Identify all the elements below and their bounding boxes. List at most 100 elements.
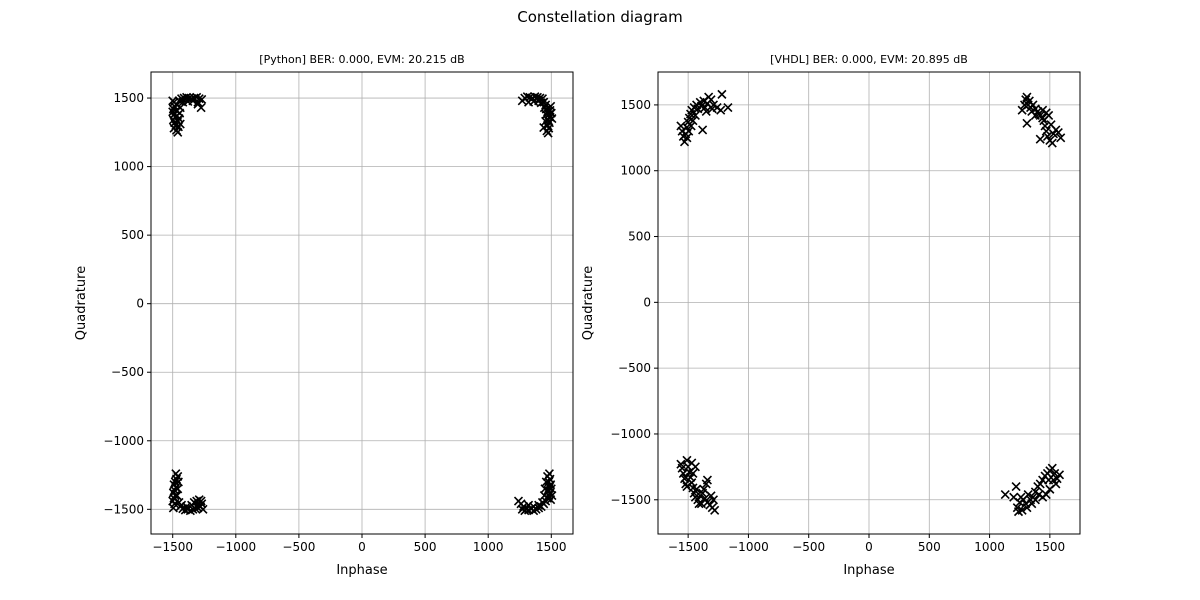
data-point: [723, 102, 733, 113]
figure-title: Constellation diagram: [517, 8, 683, 26]
y-tick-label: 500: [121, 228, 144, 242]
data-point: [1000, 489, 1010, 500]
data-point: [1017, 505, 1027, 515]
y-tick-label: −500: [111, 365, 144, 379]
data-point: [1041, 126, 1051, 136]
data-point: [701, 106, 711, 117]
data-point: [1045, 484, 1055, 494]
data-point: [544, 469, 554, 479]
chart-title: [Python] BER: 0.000, EVM: 20.215 dB: [259, 53, 464, 66]
data-point: [1022, 503, 1032, 513]
x-tick-label: 500: [918, 540, 941, 554]
data-point: [710, 505, 720, 515]
data-point: [178, 97, 188, 107]
x-tick-label: 1000: [974, 540, 1005, 554]
data-point: [198, 504, 208, 514]
data-point: [688, 468, 698, 479]
x-tick-label: −1500: [668, 540, 709, 554]
y-axis-label: Quadrature: [581, 266, 596, 340]
data-point: [706, 491, 716, 501]
data-point: [696, 499, 706, 509]
y-tick-label: 1500: [113, 91, 144, 105]
data-point: [193, 99, 203, 109]
data-point: [716, 105, 726, 115]
data-point: [690, 110, 700, 121]
data-point: [682, 482, 692, 492]
x-tick-label: 1500: [1035, 540, 1066, 554]
y-tick-label: 1500: [620, 98, 651, 112]
x-axis-label: Inphase: [843, 563, 894, 578]
data-point: [686, 121, 696, 131]
data-point: [539, 491, 549, 501]
data-point: [687, 458, 697, 468]
data-point: [541, 477, 551, 487]
y-tick-label: 500: [628, 230, 651, 244]
data-point: [1047, 138, 1057, 148]
y-tick-label: −1500: [103, 502, 144, 516]
data-point: [698, 125, 708, 135]
data-point: [524, 97, 534, 107]
y-tick-label: −1500: [610, 493, 651, 507]
data-point: [175, 119, 185, 129]
data-point: [547, 114, 557, 124]
data-point: [1053, 127, 1063, 138]
data-point: [1047, 463, 1057, 473]
data-point: [717, 89, 727, 99]
data-point: [1044, 475, 1054, 485]
data-point: [707, 104, 717, 114]
data-point: [704, 92, 714, 102]
data-point: [682, 133, 692, 143]
data-point: [1011, 482, 1021, 492]
data-points: [676, 89, 1066, 517]
data-point: [520, 506, 530, 516]
data-point: [172, 491, 182, 501]
data-point: [170, 477, 180, 487]
data-point: [681, 472, 691, 482]
data-point: [546, 495, 556, 505]
y-axis-label: Quadrature: [74, 266, 89, 340]
x-tick-label: −1500: [152, 540, 193, 554]
x-tick-label: −1000: [728, 540, 769, 554]
x-tick-label: −1000: [216, 540, 257, 554]
data-point: [1034, 489, 1044, 500]
y-tick-label: 0: [136, 297, 144, 311]
data-point: [688, 116, 698, 126]
data-point: [1023, 489, 1033, 500]
data-point: [1022, 118, 1032, 128]
x-tick-label: 0: [358, 540, 366, 554]
x-tick-label: 500: [414, 540, 437, 554]
y-tick-label: 1000: [620, 164, 651, 178]
data-point: [699, 484, 709, 494]
data-point: [684, 126, 694, 136]
data-points: [168, 92, 557, 516]
y-tick-label: −500: [618, 361, 651, 375]
data-point: [517, 504, 527, 514]
data-point: [692, 484, 702, 494]
data-point: [693, 104, 703, 114]
chart-1: −1500 −1000 −500 0 500 1000 1500 −1500 −1000 −500…: [74, 53, 574, 578]
data-point: [1027, 106, 1037, 117]
y-tick-label: 0: [643, 295, 651, 309]
data-point: [702, 475, 712, 485]
y-tick-label: −1000: [610, 427, 651, 441]
x-tick-label: −500: [792, 540, 825, 554]
data-point: [524, 500, 534, 510]
x-axis-label: Inphase: [336, 563, 387, 578]
data-point: [171, 469, 181, 479]
x-tick-label: 1500: [536, 540, 567, 554]
data-point: [189, 497, 199, 508]
x-tick-label: −500: [282, 540, 315, 554]
data-point: [1024, 96, 1034, 106]
data-point: [539, 122, 549, 133]
y-tick-label: −1000: [103, 434, 144, 448]
data-point: [1046, 120, 1056, 130]
y-tick-label: 1000: [113, 160, 144, 174]
chart-title: [VHDL] BER: 0.000, EVM: 20.895 dB: [770, 53, 968, 66]
data-point: [694, 499, 704, 509]
data-point: [1056, 133, 1066, 143]
chart-2: −1500 −1000 −500 0 500 1000 1500 −1500 −1000 −500…: [581, 53, 1081, 578]
data-point: [1035, 134, 1045, 144]
x-tick-label: 1000: [473, 540, 504, 554]
x-tick-label: 0: [865, 540, 873, 554]
